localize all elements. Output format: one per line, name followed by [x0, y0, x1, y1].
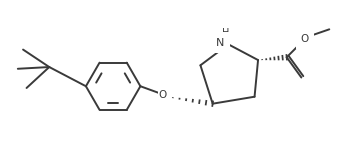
Text: O: O — [301, 34, 309, 44]
Text: N: N — [216, 38, 224, 48]
Text: H: H — [222, 28, 229, 38]
Text: O: O — [158, 90, 166, 100]
